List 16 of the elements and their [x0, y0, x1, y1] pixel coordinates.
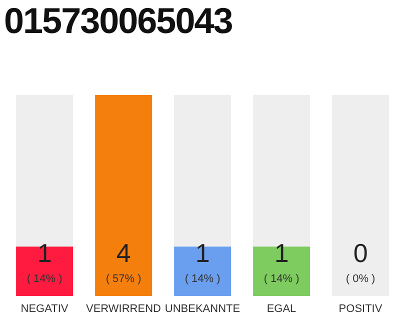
annotation: 1 [195, 238, 210, 268]
data-label: ( 14% ) [26, 273, 62, 285]
x-tick-label: VERWIRREND [86, 302, 162, 315]
annotation: 4 [116, 238, 131, 268]
annotation: 1 [274, 238, 289, 268]
x-tick-label: POSITIV [338, 302, 383, 315]
chart-title: 015730065043 [4, 0, 232, 42]
x-tick-label: EGAL [266, 302, 296, 315]
data-label: ( 0% ) [346, 273, 376, 285]
annotation: 1 [37, 238, 52, 268]
data-label: ( 57% ) [106, 273, 142, 285]
data-label: ( 14% ) [264, 273, 300, 285]
x-tick-label: UNBEKANNTE [164, 302, 240, 315]
data-label: ( 14% ) [184, 273, 220, 285]
annotation: 0 [353, 238, 368, 268]
x-tick-label: NEGATIV [20, 302, 69, 315]
